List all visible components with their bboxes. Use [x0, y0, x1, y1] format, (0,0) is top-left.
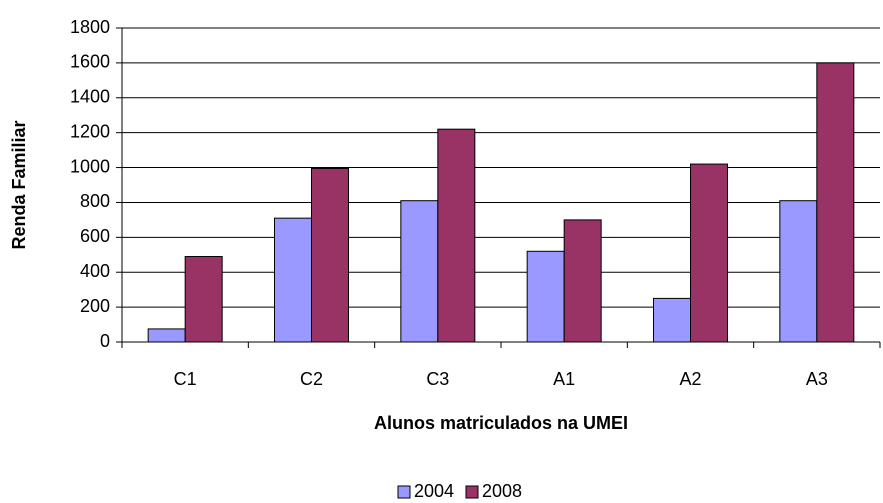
bar	[147, 328, 186, 343]
legend-swatch	[397, 485, 411, 499]
bar	[311, 167, 349, 343]
legend-swatch	[465, 485, 479, 499]
y-tick-label: 1400	[70, 87, 110, 107]
x-tick-label: A3	[806, 369, 828, 389]
bar	[653, 297, 691, 343]
bar	[690, 163, 728, 343]
bar	[437, 128, 476, 343]
bar	[563, 219, 602, 343]
x-tick-label: A1	[553, 369, 575, 389]
y-axis-title: Renda Familiar	[9, 120, 29, 249]
x-tick-label: C2	[300, 369, 323, 389]
bar	[526, 250, 565, 343]
y-tick-label: 400	[80, 261, 110, 281]
legend-label: 2004	[414, 481, 454, 501]
bar	[184, 256, 223, 343]
y-tick-label: 600	[80, 226, 110, 246]
x-axis-title: Alunos matriculados na UMEI	[374, 413, 628, 433]
y-tick-label: 800	[80, 191, 110, 211]
legend-label: 2008	[482, 481, 522, 501]
bar	[779, 200, 818, 343]
bar	[274, 217, 312, 343]
bar	[816, 62, 855, 343]
x-tick-label: A2	[679, 369, 701, 389]
y-tick-label: 1200	[70, 121, 110, 141]
x-tick-label: C3	[426, 369, 449, 389]
x-tick-label: C1	[174, 369, 197, 389]
bar	[400, 200, 439, 343]
y-tick-label: 1000	[70, 156, 110, 176]
y-tick-label: 200	[80, 296, 110, 316]
y-tick-label: 0	[100, 331, 110, 351]
y-tick-label: 1600	[70, 52, 110, 72]
y-tick-label: 1800	[70, 17, 110, 37]
